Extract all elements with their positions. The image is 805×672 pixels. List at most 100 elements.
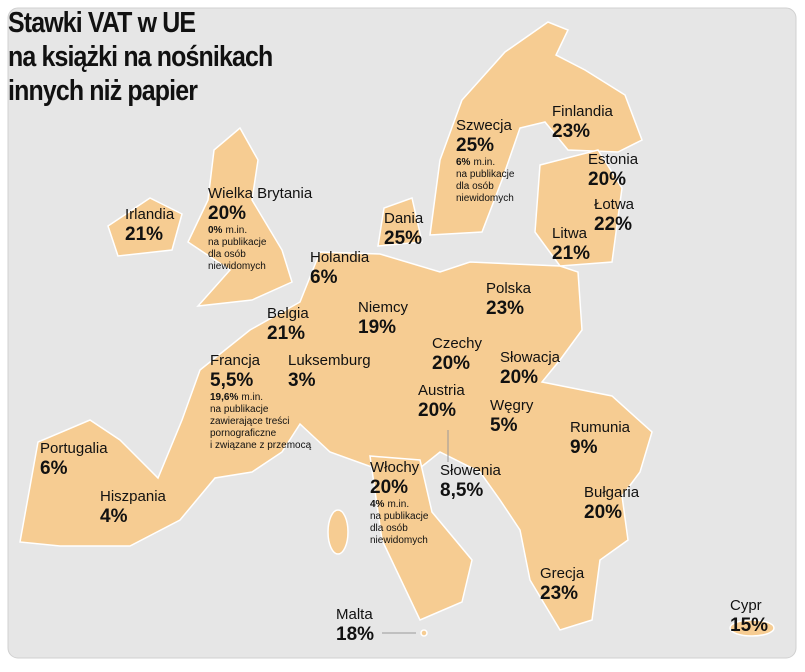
country-label: Węgry 5%: [490, 396, 533, 436]
note-line: niewidomych: [208, 261, 266, 272]
country-label: Finlandia 23%: [552, 102, 613, 142]
country-label: Łotwa 22%: [594, 195, 634, 235]
note-line: niewidomych: [456, 193, 514, 204]
eu-countries: [19, 21, 775, 637]
note-rate: 6%: [456, 157, 471, 168]
country-name: Wielka Brytania: [208, 185, 313, 202]
title: Stawki VAT w UE na książki na nośnikach …: [8, 6, 273, 108]
country-label: Bułgaria 20%: [584, 483, 639, 523]
baltics: [534, 149, 623, 267]
country-label: Hiszpania 4%: [100, 487, 166, 527]
country-name: Holandia: [310, 249, 370, 266]
rate-note: 4% m.in. na publikacje dla osób niewidomych: [370, 499, 428, 547]
country-name: Irlandia: [125, 206, 175, 223]
title-line: innych niż papier: [8, 75, 198, 107]
country-name: Malta: [336, 606, 373, 623]
vat-rate: 5,5%: [210, 370, 254, 391]
vat-rate: 21%: [552, 243, 591, 264]
note-line: na publikacje: [456, 169, 515, 180]
note-line: m.in.: [241, 392, 264, 403]
malta: [420, 629, 428, 637]
vat-rate: 23%: [552, 121, 591, 142]
note-line: m.in.: [387, 499, 410, 510]
country-label: Rumunia 9%: [570, 418, 630, 458]
country-label: Holandia 6%: [310, 248, 369, 288]
note-line: niewidomych: [370, 535, 428, 546]
sardinia: [327, 509, 349, 555]
country-label: Czechy 20%: [432, 334, 482, 374]
country-name: Austria: [418, 382, 465, 399]
title-line: na książki na nośnikach: [8, 41, 273, 73]
note-rate: 4%: [370, 499, 385, 510]
country-name: Belgia: [267, 305, 309, 322]
country-label: Grecja 23%: [540, 564, 584, 604]
country-name: Niemcy: [358, 299, 409, 316]
country-label: Estonia 20%: [588, 150, 638, 190]
note-line: m.in.: [225, 225, 248, 236]
vat-rate: 8,5%: [440, 480, 484, 501]
vat-rate: 25%: [384, 228, 423, 249]
note-rate: 19,6%: [210, 392, 239, 403]
country-label: Francja 5,5% 19,6% m.in. na publikacje zawier…: [210, 351, 311, 452]
title-line: Stawki VAT w UE: [8, 7, 196, 39]
country-name: Rumunia: [570, 419, 631, 436]
vat-rate: 3%: [288, 370, 316, 391]
great-britain: [187, 126, 293, 307]
country-name: Hiszpania: [100, 488, 166, 505]
country-label: Wielka Brytania 20% 0% m.in. na publikacje dl…: [208, 184, 312, 273]
ireland: [107, 197, 183, 257]
country-label: Luksemburg 3%: [288, 351, 371, 391]
country-name: Czechy: [432, 335, 483, 352]
vat-rate: 18%: [336, 624, 375, 645]
country-name: Szwecja: [456, 117, 512, 134]
vat-rate: 23%: [540, 583, 579, 604]
note-line: dla osób: [208, 249, 246, 260]
vat-rate: 23%: [486, 298, 525, 319]
country-label: Niemcy 19%: [358, 298, 408, 338]
country-name: Grecja: [540, 565, 585, 582]
country-name: Francja: [210, 352, 261, 369]
vat-rate: 15%: [730, 615, 769, 636]
vat-rate: 4%: [100, 506, 128, 527]
country-name: Węgry: [490, 397, 534, 414]
country-label: Słowenia 8,5%: [440, 461, 501, 501]
note-line: na publikacje: [370, 511, 429, 522]
denmark: [377, 197, 423, 247]
note-line: zawierające treści: [210, 416, 290, 427]
country-label: Irlandia 21%: [125, 205, 174, 245]
vat-rate: 20%: [208, 203, 247, 224]
italy: [369, 455, 473, 621]
vat-rate: 20%: [500, 367, 539, 388]
country-label: Malta 18%: [336, 605, 374, 645]
country-name: Słowacja: [500, 349, 561, 366]
country-name: Estonia: [588, 151, 639, 168]
vat-rate: 19%: [358, 317, 397, 338]
country-name: Luksemburg: [288, 352, 371, 369]
continent: [19, 251, 653, 631]
country-name: Finlandia: [552, 103, 613, 120]
note-line: na publikacje: [208, 237, 267, 248]
scandinavia: [429, 21, 643, 236]
vat-rate: 21%: [267, 323, 306, 344]
country-label: Włochy 20% 4% m.in. na publikacje dla osób nie…: [370, 458, 428, 547]
note-rate: 0%: [208, 225, 223, 236]
country-label: Dania 25%: [384, 209, 423, 249]
country-label: Portugalia 6%: [40, 439, 108, 479]
note-line: na publikacje: [210, 404, 269, 415]
country-label: Litwa 21%: [552, 224, 590, 264]
country-name: Cypr: [730, 597, 762, 614]
rate-note: 19,6% m.in. na publikacje zawierające treśc…: [210, 392, 311, 452]
country-name: Litwa: [552, 225, 588, 242]
rate-note: 6% m.in. na publikacje dla osób niewidomych: [456, 157, 514, 205]
vat-rate: 21%: [125, 224, 164, 245]
vat-rate: 20%: [370, 477, 409, 498]
note-line: dla osób: [456, 181, 494, 192]
country-label: Austria 20%: [418, 381, 465, 421]
vat-rate: 25%: [456, 135, 495, 156]
vat-rate: 20%: [418, 400, 457, 421]
country-name: Włochy: [370, 459, 420, 476]
country-name: Łotwa: [594, 196, 635, 213]
country-name: Bułgaria: [584, 484, 640, 501]
